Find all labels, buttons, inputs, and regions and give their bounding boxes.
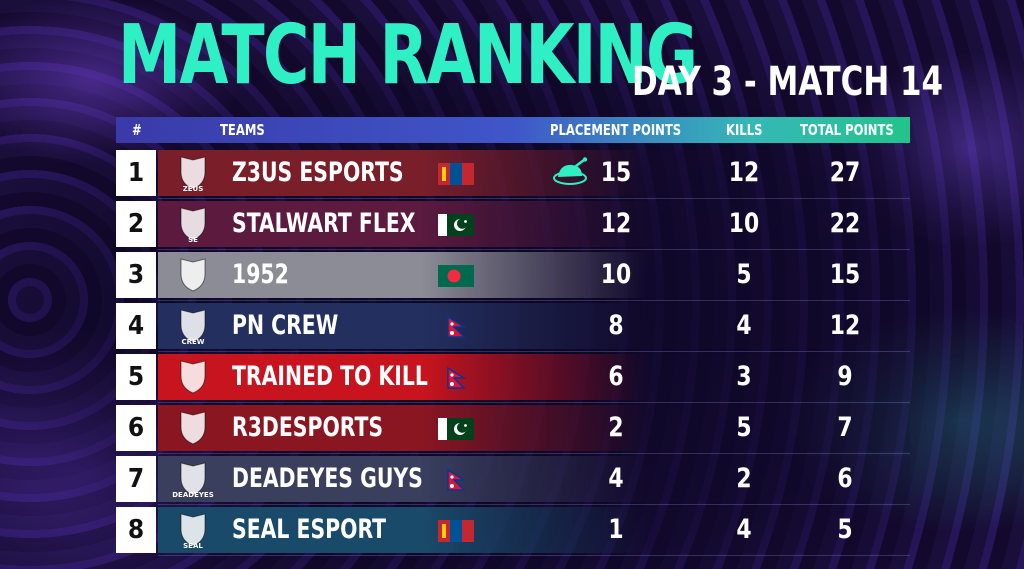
- rank-cell: 8: [116, 507, 156, 553]
- row-divider: [158, 555, 910, 556]
- placement-points: 2: [608, 412, 624, 443]
- pakistan-flag-icon: [438, 214, 474, 236]
- table-row: 8 SEAL SEAL ESPORT 1 4 5: [116, 507, 910, 556]
- rank-cell: 3: [116, 252, 156, 298]
- kills-count: 3: [736, 361, 752, 392]
- team-logo: [162, 409, 224, 447]
- mongolia-flag-icon: [438, 163, 474, 185]
- total-points: 5: [837, 514, 853, 545]
- row-divider: [158, 351, 910, 352]
- row-divider: [158, 504, 910, 505]
- table-row: 1 ZEUS Z3US ESPORTS 15 12 27: [116, 150, 910, 199]
- team-name: SEAL ESPORT: [232, 514, 387, 545]
- team-band: CREW PN CREW 8 4 12: [158, 303, 910, 349]
- nepal-flag-icon: [438, 367, 474, 389]
- team-name: Z3US ESPORTS: [232, 157, 404, 188]
- total-points: 22: [829, 208, 861, 239]
- total-points: 7: [837, 412, 853, 443]
- rank-cell: 4: [116, 303, 156, 349]
- kills-count: 4: [736, 310, 752, 341]
- placement-points: 10: [600, 259, 632, 290]
- team-logo: ZEUS: [162, 154, 224, 192]
- bangladesh-flag-icon: [438, 265, 474, 287]
- kills-count: 5: [736, 259, 752, 290]
- table-row: 6 R3DESPORTS 2 5 7: [116, 405, 910, 454]
- total-points: 12: [829, 310, 861, 341]
- pakistan-flag-icon: [438, 418, 474, 440]
- placement-points: 4: [608, 463, 624, 494]
- team-name: R3DESPORTS: [232, 412, 384, 443]
- total-points: 27: [829, 157, 861, 188]
- kills-count: 5: [736, 412, 752, 443]
- page-title: MATCH RANKING: [118, 8, 698, 103]
- team-band: ZEUS Z3US ESPORTS 15 12 27: [158, 150, 910, 196]
- header-teams: TEAMS: [220, 121, 265, 139]
- table-row: 5 TRAINED TO KILL 6 3 9: [116, 354, 910, 403]
- team-band: DEADEYES DEADEYES GUYS 4 2 6: [158, 456, 910, 502]
- rank-cell: 1: [116, 150, 156, 196]
- header-kills: KILLS: [726, 121, 763, 139]
- header-placement: PLACEMENT POINTS: [550, 121, 682, 139]
- nepal-flag-icon: [438, 316, 474, 338]
- chicken-dinner-icon: [553, 157, 588, 185]
- kills-count: 2: [736, 463, 752, 494]
- total-points: 15: [829, 259, 861, 290]
- team-logo-text: SEAL: [183, 542, 203, 549]
- team-name: PN CREW: [232, 310, 339, 341]
- team-logo: SEAL: [162, 511, 224, 549]
- mongolia-flag-icon: [438, 520, 474, 542]
- team-name: STALWART FLEX: [232, 208, 416, 239]
- team-name: DEADEYES GUYS: [232, 463, 423, 494]
- table-row: 4 CREW PN CREW 8 4 12: [116, 303, 910, 352]
- kills-count: 10: [728, 208, 760, 239]
- kills-count: 4: [736, 514, 752, 545]
- team-band: 1952 10 5 15: [158, 252, 910, 298]
- table-header: # TEAMS PLACEMENT POINTS KILLS TOTAL POI…: [116, 117, 910, 143]
- total-points: 6: [837, 463, 853, 494]
- rank-cell: 5: [116, 354, 156, 400]
- placement-points: 6: [608, 361, 624, 392]
- rank-cell: 2: [116, 201, 156, 247]
- team-logo: [162, 358, 224, 396]
- team-logo: CREW: [162, 307, 224, 345]
- rank-cell: 7: [116, 456, 156, 502]
- kills-count: 12: [728, 157, 760, 188]
- team-logo-text: ZEUS: [183, 185, 204, 192]
- team-logo: DEADEYES: [162, 460, 224, 498]
- page-subtitle: DAY 3 - MATCH 14: [632, 59, 944, 105]
- team-logo: SE: [162, 205, 224, 243]
- team-band: SEAL SEAL ESPORT 1 4 5: [158, 507, 910, 553]
- team-band: R3DESPORTS 2 5 7: [158, 405, 910, 451]
- placement-points: 8: [608, 310, 624, 341]
- nepal-flag-icon: [438, 469, 474, 491]
- placement-points: 15: [600, 157, 632, 188]
- placement-points: 1: [608, 514, 624, 545]
- total-points: 9: [837, 361, 853, 392]
- placement-points: 12: [600, 208, 632, 239]
- row-divider: [158, 402, 910, 403]
- table-row: 3 1952 10 5 15: [116, 252, 910, 301]
- team-logo-text: SE: [188, 236, 198, 243]
- rank-cell: 6: [116, 405, 156, 451]
- team-name: TRAINED TO KILL: [232, 361, 428, 392]
- table-row: 2 SE STALWART FLEX 12 10 22: [116, 201, 910, 250]
- header-rank: #: [132, 121, 142, 139]
- ranking-table: 1 ZEUS Z3US ESPORTS 15 12 27 2 SE STALWART FLEX 1…: [116, 150, 910, 558]
- table-row: 7 DEADEYES DEADEYES GUYS 4 2 6: [116, 456, 910, 505]
- team-logo: [162, 256, 224, 294]
- row-divider: [158, 249, 910, 250]
- team-band: TRAINED TO KILL 6 3 9: [158, 354, 910, 400]
- team-logo-text: CREW: [181, 338, 204, 345]
- row-divider: [158, 453, 910, 454]
- team-logo-text: DEADEYES: [172, 491, 214, 498]
- row-divider: [158, 198, 910, 199]
- team-band: SE STALWART FLEX 12 10 22: [158, 201, 910, 247]
- row-divider: [158, 300, 910, 301]
- header-total: TOTAL POINTS: [800, 121, 894, 139]
- team-name: 1952: [232, 259, 289, 290]
